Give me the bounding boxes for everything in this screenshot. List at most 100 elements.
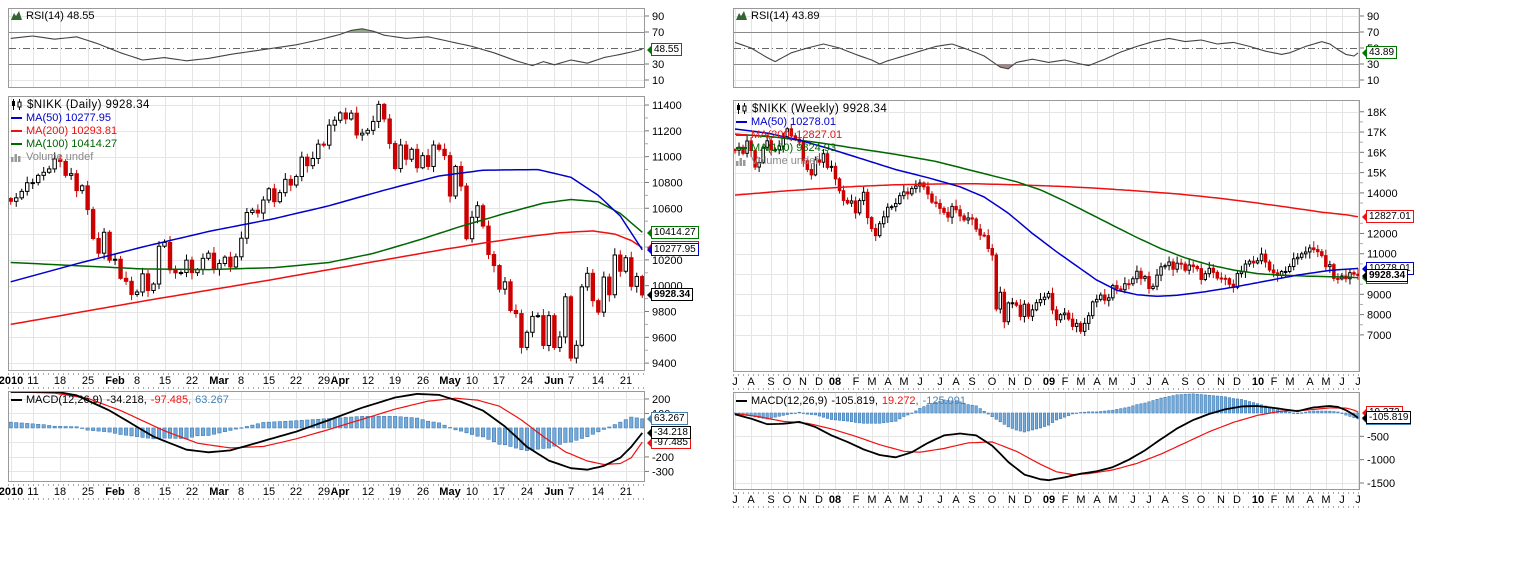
x-tick-label: 17 <box>492 375 506 387</box>
x-tick-label: J <box>1339 494 1345 506</box>
x-tick-label: J <box>732 494 738 506</box>
y-axis-label: 30 <box>652 59 664 71</box>
x-tick-label: Mar <box>209 486 229 498</box>
macd-panel: -500 -1000 -1500 <box>733 392 1395 490</box>
x-tick-label: M <box>1076 376 1086 388</box>
ma100-line-icon <box>736 146 747 149</box>
x-tick-label: 8 <box>237 486 245 498</box>
x-axis-ticks <box>733 374 1360 376</box>
y-axis-label: 70 <box>652 27 664 39</box>
rsi-label: RSI(14) 43.89 <box>751 9 820 22</box>
x-tick-label: 15 <box>262 486 276 498</box>
x-tick-label: 17 <box>492 486 506 498</box>
x-axis-ticks <box>8 373 645 375</box>
x-tick-label: S <box>968 494 976 506</box>
x-tick-label: F <box>1061 376 1069 388</box>
macd-signal-value: -97.485, <box>150 393 192 406</box>
y-axis-label: -300 <box>652 466 674 478</box>
macd-hist-value: 63.267 <box>195 393 229 406</box>
y-axis-value-chip: 43.89 <box>1361 46 1398 59</box>
x-tick-label: D <box>1024 494 1032 506</box>
x-tick-label: J <box>1146 376 1152 388</box>
x-tick-label: J <box>1355 376 1361 388</box>
x-tick-label: M <box>867 376 877 388</box>
x-tick-label: A <box>952 494 960 506</box>
y-axis-label: 18K <box>1367 107 1387 119</box>
x-tick-label: J <box>1130 494 1136 506</box>
x-tick-label: 22 <box>185 486 199 498</box>
x-tick-label: O <box>782 376 792 388</box>
x-tick-label: 7 <box>567 486 575 498</box>
x-tick-label: 10 <box>465 486 479 498</box>
x-tick-label: 24 <box>520 375 534 387</box>
ma100-line-icon <box>11 142 22 145</box>
x-tick-label: J <box>917 376 923 388</box>
x-tick-label: 7 <box>567 375 575 387</box>
x-tick-label: 26 <box>416 486 430 498</box>
x-tick-label: 22 <box>289 486 303 498</box>
x-axis: 2010 11 18 25 Feb 8 15 22 Mar 8 15 22 29 Apr 12 19 26 May… <box>0 373 645 389</box>
x-tick-label: N <box>1008 494 1016 506</box>
y-axis-value-chip: 63.267 <box>647 412 688 425</box>
y-axis-label: 17K <box>1367 127 1387 139</box>
x-tick-label: S <box>1181 494 1189 506</box>
x-tick-label: N <box>799 494 807 506</box>
x-tick-label: 21 <box>619 375 633 387</box>
x-tick-label: F <box>852 376 860 388</box>
macd-value: -105.819, <box>831 394 878 407</box>
x-tick-label: O <box>987 494 997 506</box>
x-tick-label: 08 <box>828 376 842 388</box>
x-tick-label: N <box>1008 376 1016 388</box>
y-axis-label: -1500 <box>1367 478 1395 490</box>
macd-value: -34.218, <box>106 393 147 406</box>
x-tick-label: O <box>1196 494 1206 506</box>
y-axis-label: 10 <box>1367 75 1379 87</box>
x-tick-label: F <box>1270 494 1278 506</box>
macd-signal-value: 19.272, <box>881 394 919 407</box>
x-tick-label: Mar <box>209 375 229 387</box>
y-axis-label: 7000 <box>1367 330 1391 342</box>
rsi-area-icon <box>11 10 22 21</box>
candlestick-chart-icon <box>736 103 748 114</box>
x-tick-label: D <box>1024 376 1032 388</box>
ma200-label: MA(200) 10293.81 <box>26 124 118 137</box>
x-tick-label: 12 <box>361 486 375 498</box>
x-tick-label: 09 <box>1042 494 1056 506</box>
x-tick-label: 25 <box>81 486 95 498</box>
x-tick-label: 14 <box>591 375 605 387</box>
x-tick-label: 8 <box>237 375 245 387</box>
x-tick-label: Apr <box>330 486 350 498</box>
x-tick-label: A <box>952 376 960 388</box>
y-axis-label: 10600 <box>652 203 683 215</box>
y-axis-label: 9400 <box>652 358 676 370</box>
y-axis-label: 90 <box>1367 11 1379 23</box>
x-tick-label: 22 <box>289 375 303 387</box>
x-tick-label: 10 <box>465 375 479 387</box>
x-tick-label: A <box>884 494 892 506</box>
macd-hist-value: -125.091 <box>922 394 967 407</box>
rsi-panel: 9070503010 <box>733 8 1379 88</box>
macd-line-icon <box>11 398 22 401</box>
x-axis-ticks <box>8 484 645 486</box>
y-axis-label: 14000 <box>1367 188 1398 200</box>
x-tick-label: 21 <box>619 486 633 498</box>
x-tick-label: J <box>1339 376 1345 388</box>
x-tick-label: 14 <box>591 486 605 498</box>
x-tick-label: Apr <box>330 375 350 387</box>
y-axis-label: 9600 <box>652 332 676 344</box>
y-axis-label: 9000 <box>1367 289 1391 301</box>
rsi-legend: RSI(14) 48.55 <box>11 9 94 22</box>
y-axis-label: 11000 <box>652 152 682 164</box>
y-axis-label: -1000 <box>1367 455 1395 467</box>
x-tick-label: J <box>937 494 943 506</box>
y-axis-value-chip: 10277.95 <box>647 243 699 256</box>
x-axis-ticks <box>733 506 1360 508</box>
x-tick-label: J <box>1355 494 1361 506</box>
ma100-label: MA(100) 9824.93 <box>751 141 836 154</box>
x-tick-label: 15 <box>262 375 276 387</box>
macd-legend: MACD(12,26,9) -34.218, -97.485, 63.267 <box>11 393 229 406</box>
macd-line-icon <box>736 399 747 402</box>
rsi-area-icon <box>736 10 747 21</box>
